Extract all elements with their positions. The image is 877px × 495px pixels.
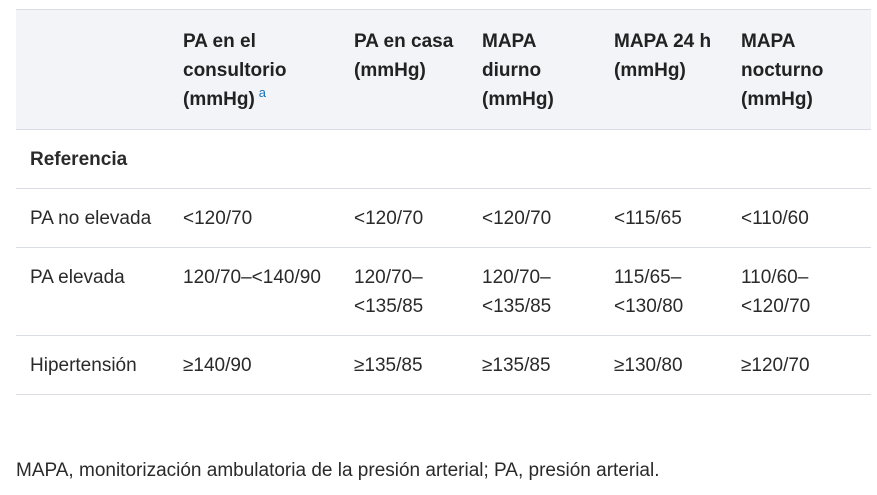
table-cell: ≥135/85	[482, 355, 551, 376]
header-cell-abpm-daytime: MAPA diurno (mmHg)	[482, 31, 554, 110]
section-label-reference: Referencia	[30, 149, 128, 170]
table-row: PA elevada 120/70–<140/90 120/70–<135/85…	[16, 248, 871, 336]
table-row: PA no elevada <120/70 <120/70 <120/70 <1…	[16, 189, 871, 248]
header-cell-home-bp: PA en casa (mmHg)	[354, 31, 454, 81]
bp-classification-table: PA en el consultorio (mmHg) a PA en casa …	[16, 9, 871, 395]
row-label: Hipertensión	[30, 355, 137, 376]
table-cell: <120/70	[183, 208, 253, 229]
table-cell: ≥120/70	[741, 355, 810, 376]
table-footnote-abbreviations: MAPA, monitorización ambulatoria de la p…	[16, 460, 660, 481]
header-cell-office-bp: PA en el consultorio (mmHg) a	[169, 10, 340, 130]
table-cell: 115/65–<130/80	[614, 267, 684, 317]
table-cell: 120/70–<135/85	[354, 267, 424, 317]
table-row: Hipertensión ≥140/90 ≥135/85 ≥135/85 ≥13…	[16, 336, 871, 395]
row-label: PA no elevada	[30, 208, 152, 229]
row-label: PA elevada	[30, 267, 125, 288]
header-cell-abpm-nighttime: MAPA nocturno (mmHg)	[741, 31, 824, 110]
table-cell: ≥135/85	[354, 355, 423, 376]
header-label-office-bp: PA en el consultorio (mmHg)	[183, 31, 287, 110]
table-cell: <110/60	[741, 208, 809, 229]
table-section-row: Referencia	[16, 130, 871, 189]
header-cell-abpm-24h: MAPA 24 h (mmHg)	[614, 31, 712, 81]
table-cell: <120/70	[354, 208, 424, 229]
table-cell: ≥130/80	[614, 355, 683, 376]
table-cell: ≥140/90	[183, 355, 252, 376]
footnote-link-a[interactable]: a	[258, 85, 267, 100]
table-cell: 110/60–<120/70	[741, 267, 811, 317]
header-cell-empty	[16, 10, 169, 130]
bp-classification-table-container: PA en el consultorio (mmHg) a PA en casa …	[16, 9, 871, 395]
table-header-row: PA en el consultorio (mmHg) a PA en casa …	[16, 9, 871, 130]
table-cell: 120/70–<140/90	[183, 267, 321, 288]
table-cell: 120/70–<135/85	[482, 267, 552, 317]
table-cell: <115/65	[614, 208, 682, 229]
table-cell: <120/70	[482, 208, 552, 229]
